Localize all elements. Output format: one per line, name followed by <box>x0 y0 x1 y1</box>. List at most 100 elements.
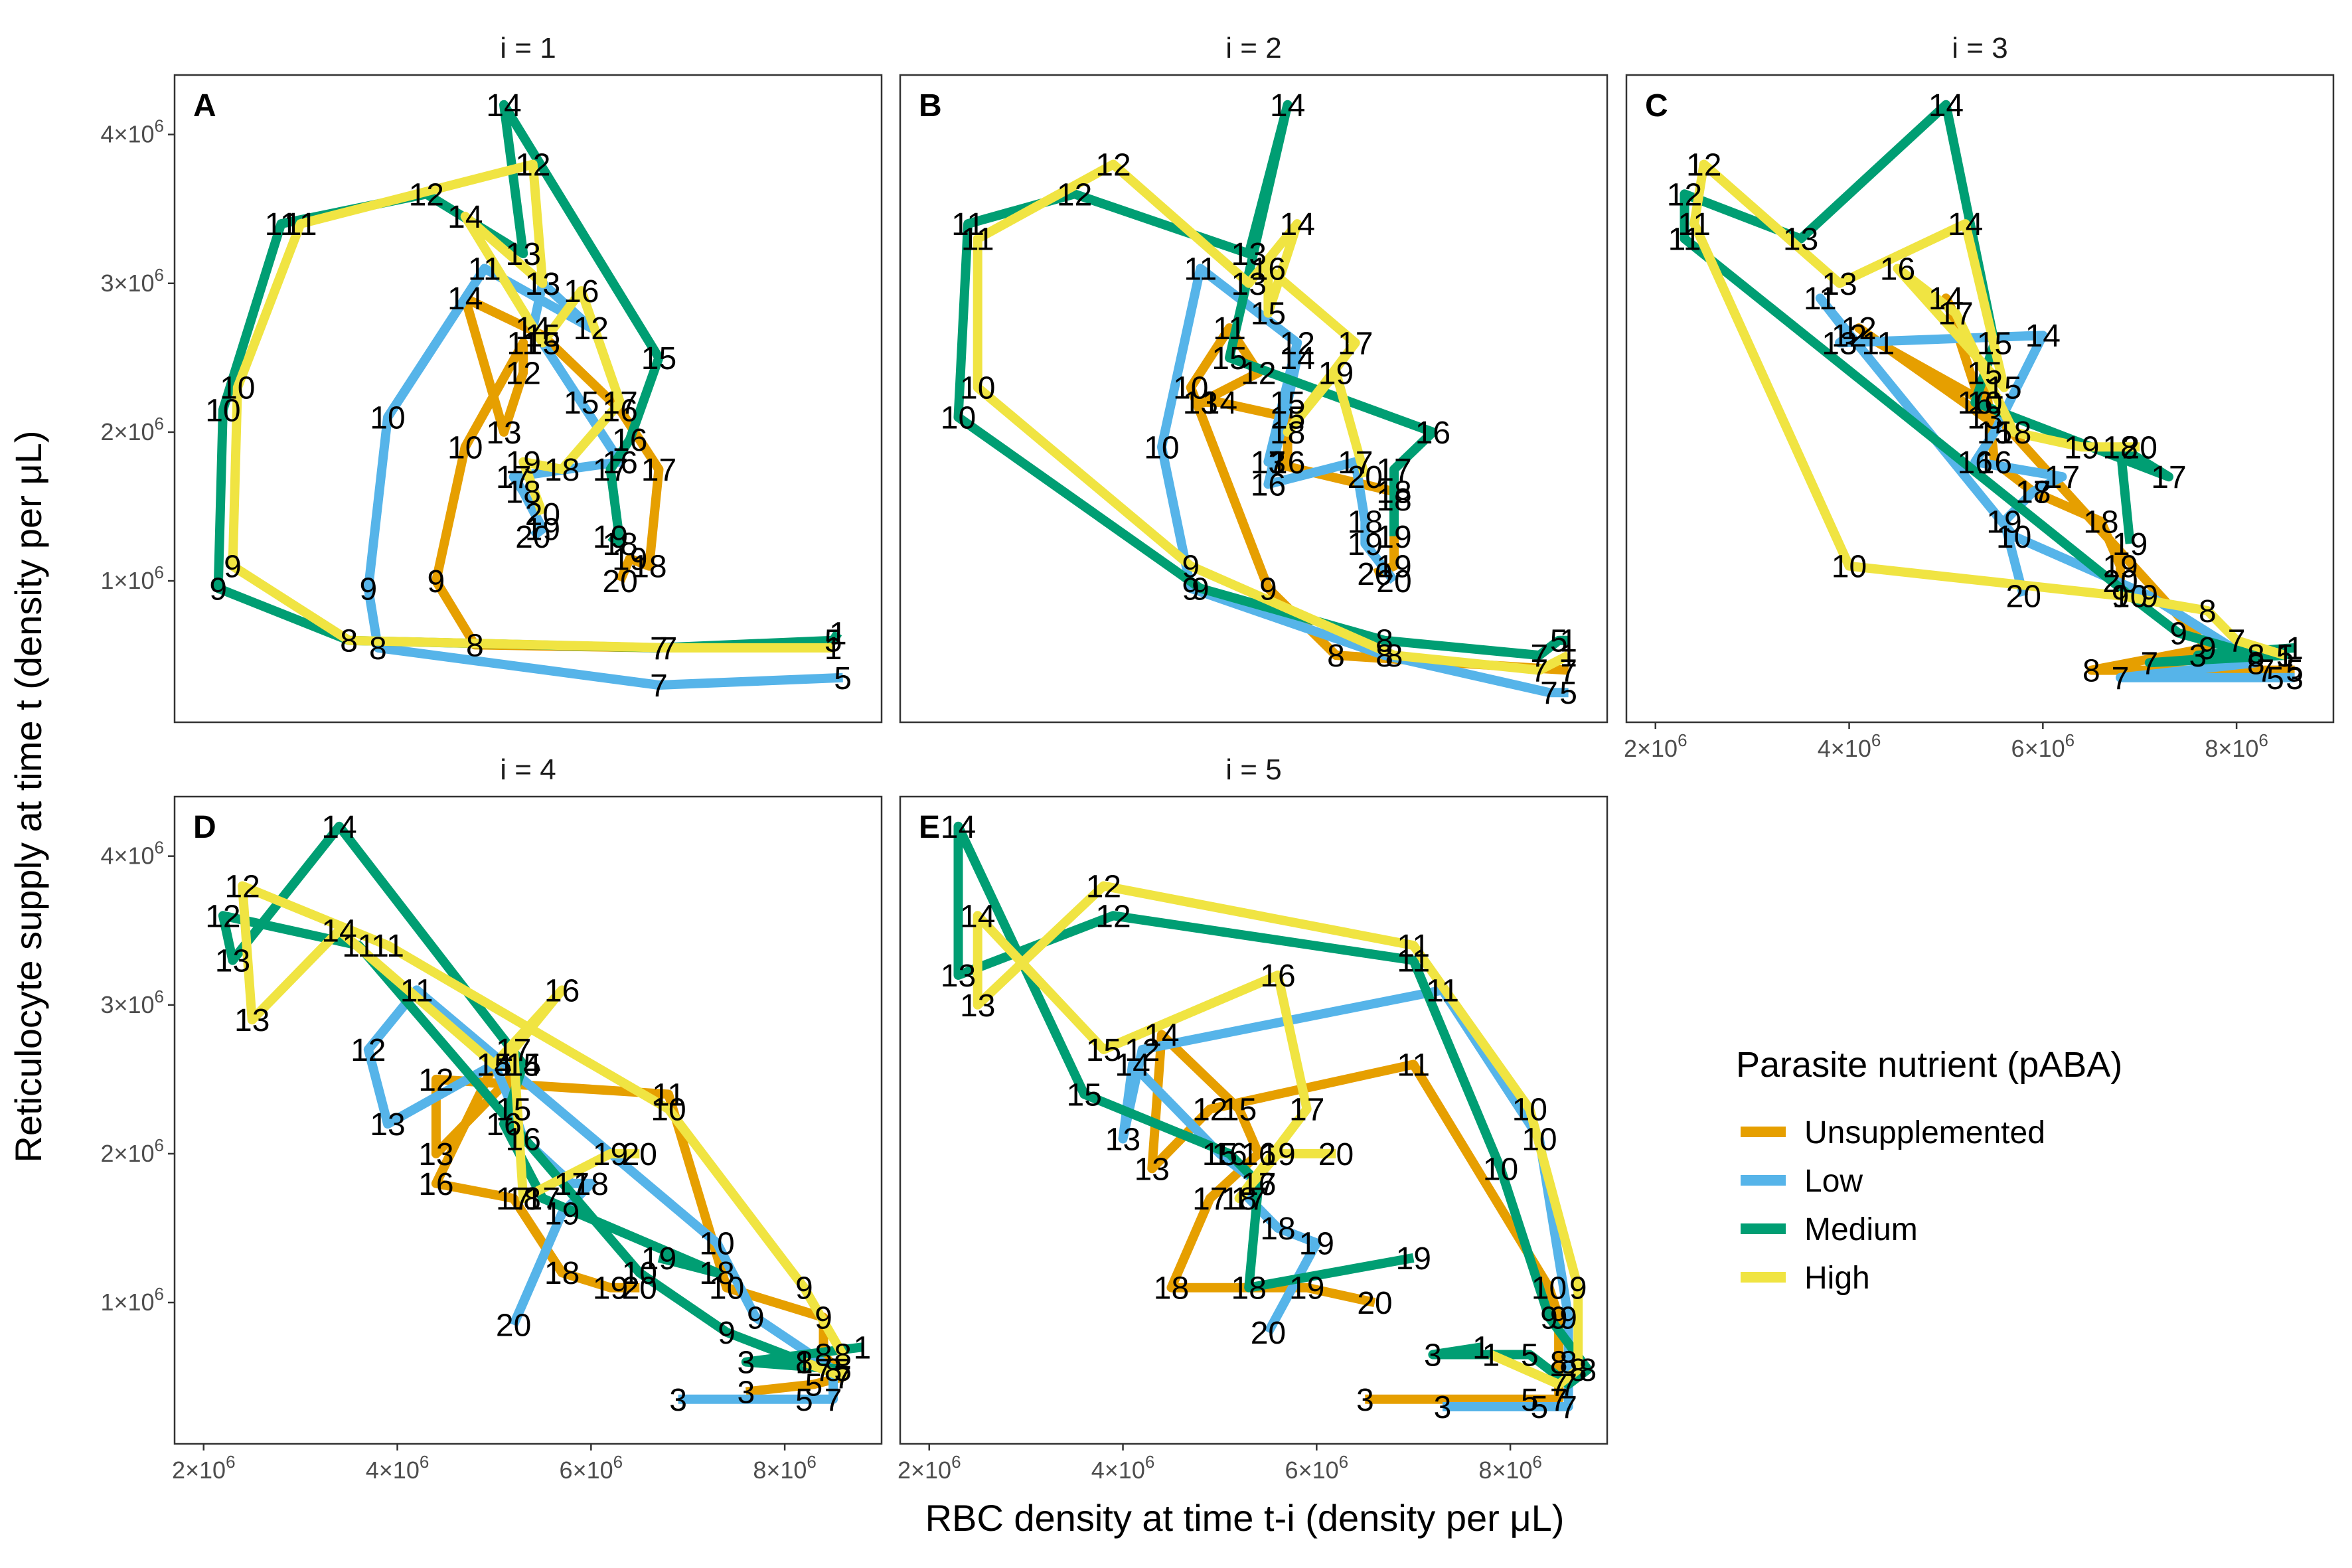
point-label: 14 <box>515 311 550 347</box>
point-label: 20 <box>1318 1137 1354 1172</box>
point-label: 11 <box>1668 222 1701 258</box>
point-label: 1 <box>795 1346 813 1381</box>
point-label: 7 <box>1559 654 1577 689</box>
point-label: 20 <box>2102 564 2138 599</box>
point-label: 5 <box>834 661 852 696</box>
series-line-low <box>363 985 838 1404</box>
point-label: 12 <box>1841 311 1876 347</box>
point-label: 12 <box>1086 870 1121 905</box>
point-label: 9 <box>1550 1301 1568 1336</box>
point-label: 18 <box>699 1256 734 1291</box>
point-label: 12 <box>1192 1093 1227 1128</box>
point-label: 9 <box>2169 617 2187 652</box>
point-label: 9 <box>1182 572 1200 607</box>
point-label: 10 <box>205 393 240 428</box>
point-label: 10 <box>941 401 976 436</box>
point-label: 13 <box>418 1137 453 1172</box>
point-label: 10 <box>2112 580 2148 615</box>
point-label: 18 <box>1996 416 2031 451</box>
point-label: 9 <box>428 564 445 599</box>
point-label: 15 <box>1967 356 2002 391</box>
point-label: 13 <box>1822 326 1857 361</box>
point-label: 15 <box>525 326 560 361</box>
point-label: 5 <box>2286 654 2304 689</box>
point-label: 7 <box>834 1360 852 1395</box>
panels: i = 178910111213141516171819205789101112… <box>100 32 2335 1484</box>
point-label: 11 <box>1861 326 1895 361</box>
point-label: 17 <box>1338 445 1373 481</box>
point-label: 3 <box>1434 1390 1452 1425</box>
point-label: 7 <box>2228 624 2246 659</box>
point-label: 8 <box>2247 646 2265 681</box>
point-label: 18 <box>2102 430 2138 465</box>
point-label: 11 <box>1397 1048 1430 1083</box>
point-label: 13 <box>506 237 541 272</box>
point-label: 17 <box>641 453 676 488</box>
point-label: 15 <box>1212 341 1247 376</box>
point-label: 11 <box>342 929 375 964</box>
point-label: 13 <box>215 944 250 979</box>
y-tick-label: 4×106 <box>100 116 164 148</box>
panel-1: i = 178910111213141516171819205789101112… <box>100 32 883 724</box>
point-label: 5 <box>824 624 842 659</box>
point-label: 14 <box>321 914 356 949</box>
point-label: 15 <box>1270 401 1305 436</box>
point-label: 17 <box>2045 460 2080 495</box>
point-label: 8 <box>1375 639 1393 674</box>
point-label: 13 <box>370 1107 405 1142</box>
point-label: 12 <box>1686 148 1721 183</box>
point-label: 16 <box>602 393 637 428</box>
point-label: 15 <box>564 386 599 421</box>
point-label: 17 <box>1938 297 1973 332</box>
point-label: 18 <box>2083 505 2118 540</box>
point-label: 10 <box>1531 1271 1567 1306</box>
point-label: 3 <box>1356 1383 1374 1418</box>
point-label: 1 <box>853 1330 871 1366</box>
point-label: 9 <box>815 1301 832 1336</box>
point-label: 11 <box>951 207 984 242</box>
panel-tag: D <box>193 810 216 845</box>
panel-strip-label: i = 2 <box>1225 32 1281 64</box>
point-label: 16 <box>544 973 580 1008</box>
point-label: 8 <box>1559 1346 1577 1381</box>
legend-label: Unsupplemented <box>1804 1115 2045 1150</box>
series-line-high <box>973 159 1571 675</box>
point-label: 5 <box>1521 1383 1539 1418</box>
x-tick-label: 6×106 <box>2011 730 2075 762</box>
point-label: 8 <box>2247 639 2265 674</box>
point-label: 19 <box>1348 527 1383 562</box>
series-line-unsupplemented <box>1854 293 2295 675</box>
series-line-high <box>1689 159 2287 660</box>
point-label: 10 <box>1173 371 1208 406</box>
point-label: 9 <box>2199 631 2217 666</box>
panel-border <box>173 74 883 724</box>
point-label: 19 <box>593 520 628 555</box>
point-label: 12 <box>1125 1033 1160 1068</box>
panel-tag: B <box>919 88 942 123</box>
point-label: 19 <box>1986 505 2021 540</box>
point-label: 20 <box>622 1137 657 1172</box>
point-label: 8 <box>795 1346 813 1381</box>
point-label: 15 <box>1977 416 2012 451</box>
point-label: 16 <box>1241 1137 1276 1172</box>
point-label: 20 <box>515 520 550 555</box>
point-label: 17 <box>1192 1182 1227 1217</box>
point-label: 10 <box>220 371 255 406</box>
point-label: 14 <box>1948 207 1983 242</box>
legend-label: Low <box>1804 1164 1863 1199</box>
point-label: 9 <box>1569 1271 1587 1306</box>
point-label: 19 <box>1396 1241 1431 1277</box>
point-label: 5 <box>1521 1338 1539 1373</box>
point-label: 5 <box>805 1368 823 1403</box>
panel-border <box>1625 74 2335 724</box>
point-label: 15 <box>1086 1033 1121 1068</box>
point-label: 10 <box>960 371 995 406</box>
point-label: 12 <box>409 177 444 212</box>
series-line-low <box>1815 293 2295 682</box>
point-label: 19 <box>1376 520 1411 555</box>
y-tick-label: 2×106 <box>100 1135 164 1167</box>
point-label: 7 <box>1550 1383 1568 1418</box>
point-label: 13 <box>1783 222 1818 258</box>
